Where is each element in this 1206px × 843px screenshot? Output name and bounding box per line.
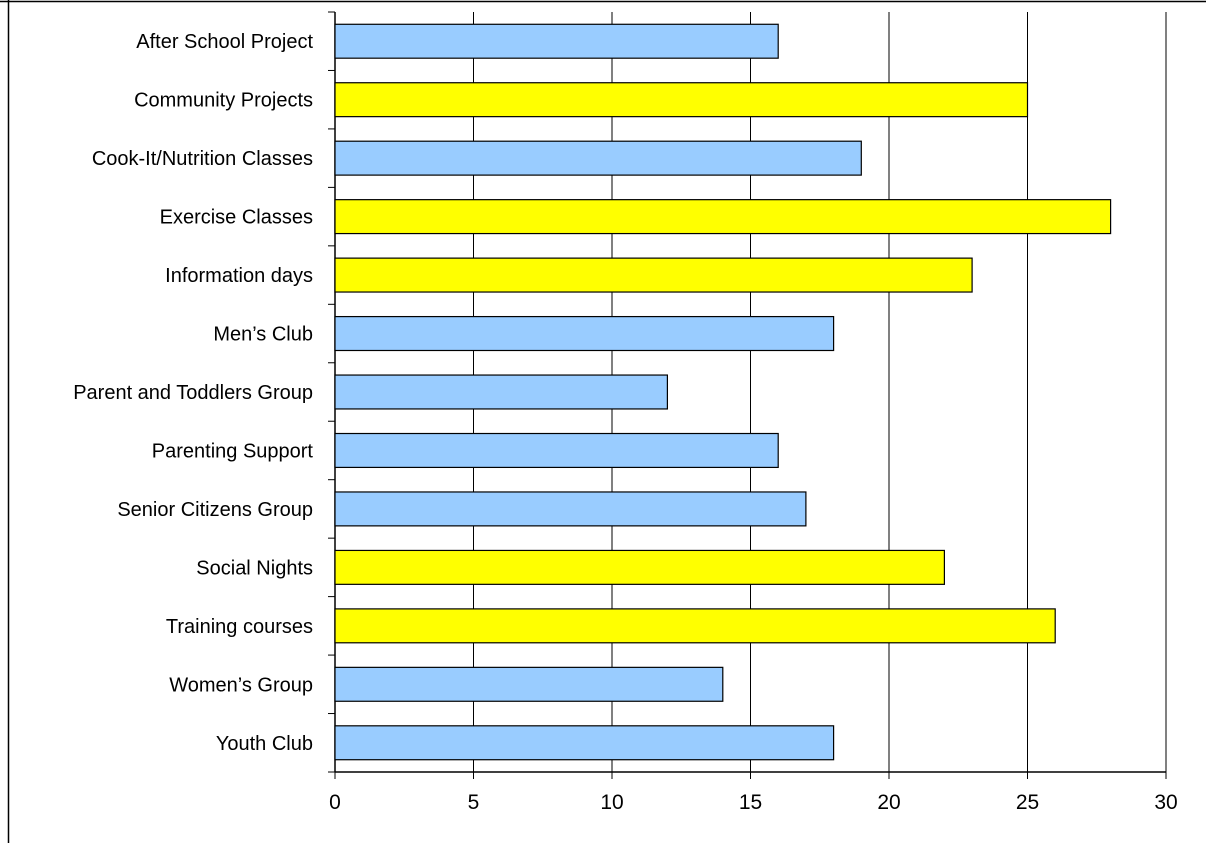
bar	[334, 82, 1029, 118]
category-label: Women’s Group	[169, 674, 313, 696]
bar	[334, 23, 779, 59]
category-labels: After School Project Community Projects Co…	[73, 31, 313, 755]
bar	[334, 608, 1056, 644]
x-tick-labels: 0 5 10 15 20 25 30	[329, 791, 1178, 814]
bar	[334, 432, 779, 469]
category-label: Community Projects	[134, 90, 313, 112]
bar	[334, 199, 1112, 235]
category-label: Parent and Toddlers Group	[73, 382, 313, 404]
bar	[334, 549, 946, 585]
x-tick-label: 20	[877, 791, 900, 814]
bar	[334, 725, 835, 761]
x-tick-label: 15	[739, 791, 762, 814]
category-label: Senior Citizens Group	[117, 499, 313, 521]
category-label: Men’s Club	[213, 324, 313, 346]
x-tick-label: 10	[600, 791, 623, 814]
bar	[334, 315, 835, 352]
category-label: Information days	[165, 265, 313, 287]
x-tick-label: 30	[1154, 791, 1177, 814]
bars	[334, 23, 1112, 761]
category-label: After School Project	[136, 31, 313, 53]
category-label: Training courses	[166, 616, 313, 638]
bar	[334, 257, 973, 293]
bar	[334, 666, 724, 702]
category-label: Parenting Support	[152, 440, 314, 462]
category-label: Social Nights	[196, 557, 313, 579]
category-label: Cook-It/Nutrition Classes	[92, 148, 313, 170]
bar	[334, 374, 668, 410]
category-label: Youth Club	[216, 733, 313, 755]
category-label: Exercise Classes	[160, 207, 313, 229]
x-tick-label: 25	[1016, 791, 1039, 814]
x-tick-label: 5	[468, 791, 480, 814]
x-tick-label: 0	[329, 791, 341, 814]
bar	[334, 491, 807, 527]
bar	[334, 140, 862, 176]
